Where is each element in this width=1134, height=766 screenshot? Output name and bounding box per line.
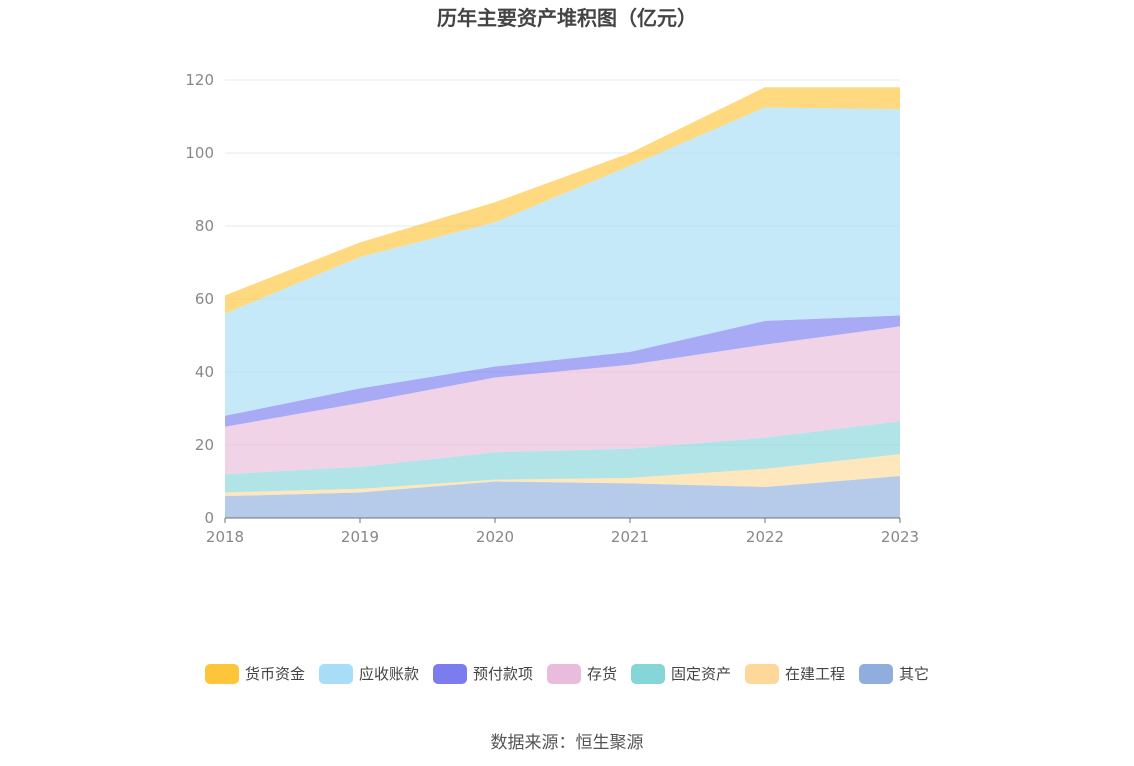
- x-tick-label: 2019: [341, 528, 379, 546]
- legend-item[interactable]: 固定资产: [631, 663, 731, 684]
- area-series-5: [225, 107, 900, 416]
- y-tick-label: 40: [195, 363, 214, 381]
- x-tick-label: 2022: [746, 528, 784, 546]
- y-tick-label: 120: [185, 71, 214, 89]
- legend-item[interactable]: 在建工程: [745, 663, 845, 684]
- data-source-note: 数据来源：恒生聚源: [490, 733, 644, 753]
- legend-label: 在建工程: [785, 665, 846, 683]
- y-tick-label: 80: [195, 217, 214, 235]
- legend-swatch: [631, 663, 665, 684]
- legend-item[interactable]: 存货: [546, 663, 617, 684]
- x-tick-label: 2020: [476, 528, 514, 546]
- x-tick-label: 2021: [611, 528, 649, 546]
- legend-label: 其它: [899, 665, 930, 683]
- x-tick-label: 2023: [881, 528, 919, 546]
- legend-swatch: [204, 663, 239, 684]
- area-series-2: [225, 421, 900, 493]
- legend-swatch: [318, 663, 353, 684]
- area-series-1: [225, 454, 900, 497]
- y-tick-label: 100: [185, 144, 214, 162]
- legend-item[interactable]: 预付款项: [432, 663, 533, 684]
- y-tick-label: 60: [195, 290, 214, 308]
- legend-swatch: [546, 663, 581, 684]
- y-tick-label: 20: [195, 436, 214, 454]
- legend-label: 货币资金: [244, 665, 305, 683]
- legend-label: 存货: [586, 665, 617, 683]
- area-series-3: [225, 326, 900, 475]
- legend-label: 应收账款: [358, 665, 419, 683]
- legend-swatch: [745, 663, 780, 684]
- chart-title: 历年主要资产堆积图（亿元）: [437, 6, 697, 30]
- legend-item[interactable]: 货币资金: [204, 663, 305, 684]
- chart-legend: 货币资金 应收账款 预付款项 存货 固定资产 在建工程 其它: [0, 663, 1134, 684]
- x-tick-label: 2018: [206, 528, 244, 546]
- area-series-0: [225, 476, 900, 518]
- area-series-4: [225, 315, 900, 427]
- legend-label: 固定资产: [671, 665, 732, 683]
- legend-item[interactable]: 其它: [859, 663, 929, 684]
- legend-swatch: [432, 663, 467, 684]
- y-tick-label: 0: [204, 509, 214, 527]
- legend-label: 预付款项: [472, 665, 533, 683]
- stacked-area-chart: 0 20 40 60 80 100 120 2018 2019 2020 2021 2022 2023: [185, 71, 919, 546]
- legend-swatch: [859, 663, 894, 684]
- legend-item[interactable]: 应收账款: [318, 663, 419, 684]
